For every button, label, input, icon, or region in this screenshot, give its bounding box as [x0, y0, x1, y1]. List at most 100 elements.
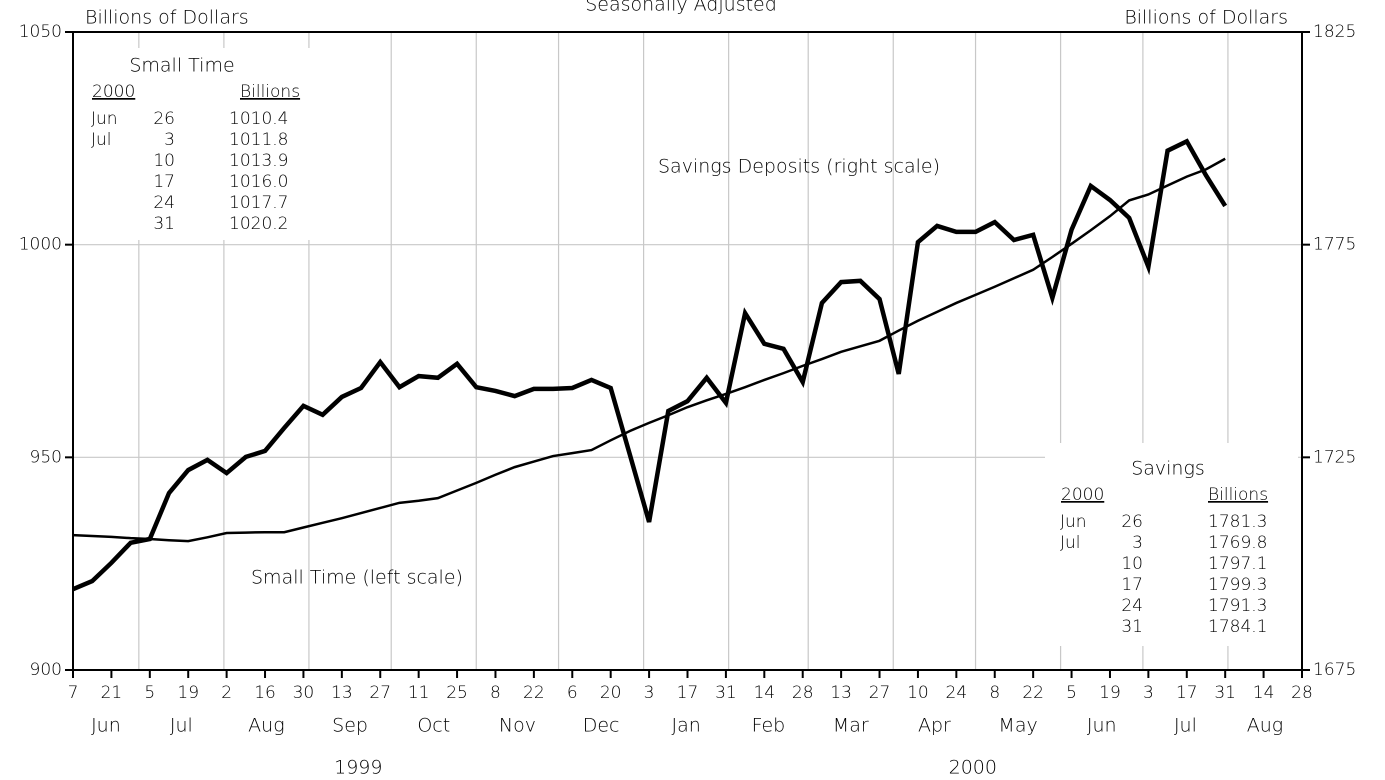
- x-tick-label: 7: [68, 683, 79, 703]
- inset-value: 1020.2: [229, 214, 288, 234]
- lines: [72, 138, 1228, 592]
- y2-tick-label: 1775: [1313, 235, 1356, 255]
- inset-title: Small Time: [129, 55, 234, 77]
- chart-title: Seasonally Adjusted: [585, 0, 777, 16]
- month-label: Dec: [583, 715, 620, 737]
- inset-month: Jul: [1060, 533, 1081, 553]
- inset-day: 10: [153, 151, 175, 171]
- month-label: Apr: [918, 715, 951, 737]
- x-tick-label: 30: [293, 683, 315, 703]
- inset-background: [85, 48, 330, 240]
- x-tick-label: 27: [869, 683, 891, 703]
- month-label: Oct: [417, 715, 450, 737]
- x-tick-label: 6: [567, 683, 578, 703]
- x-tick-label: 5: [1066, 683, 1077, 703]
- y2-tick-label: 1825: [1313, 22, 1356, 42]
- inset-value: 1010.4: [229, 109, 288, 129]
- x-tick-label: 17: [1176, 683, 1198, 703]
- x-tick-label: 28: [792, 683, 814, 703]
- series-line: [72, 138, 1228, 592]
- year-label: 1999: [334, 757, 382, 779]
- x-tick-label: 14: [1253, 683, 1275, 703]
- month-label: Nov: [499, 715, 536, 737]
- inset-header: Billions: [1208, 485, 1268, 505]
- month-label: Aug: [1247, 715, 1283, 737]
- y2-axis-label: Billions of Dollars: [1124, 7, 1288, 29]
- x-tick-label: 13: [830, 683, 852, 703]
- month-label: May: [998, 715, 1037, 737]
- inset-month: Jun: [1060, 512, 1087, 532]
- inset-background: [1045, 443, 1298, 646]
- y2-tick-label: 1675: [1313, 660, 1356, 680]
- x-tick-label: 21: [101, 683, 123, 703]
- month-label: Jan: [671, 715, 700, 737]
- inset-value: 1781.3: [1208, 512, 1267, 532]
- inset-day: 26: [1121, 512, 1143, 532]
- inset-day: 26: [153, 109, 175, 129]
- inset-header: 2000: [1061, 485, 1104, 505]
- x-tick-label: 28: [1291, 683, 1313, 703]
- y-tick-label: 1000: [19, 235, 62, 255]
- x-tick-label: 27: [369, 683, 391, 703]
- month-label: Jun: [91, 715, 121, 737]
- x-tick-label: 31: [715, 683, 737, 703]
- inset-value: 1013.9: [229, 151, 288, 171]
- inset-value: 1017.7: [229, 193, 288, 213]
- y-tick-label: 950: [30, 447, 62, 467]
- inset-value: 1791.3: [1208, 596, 1267, 616]
- x-tick-label: 10: [907, 683, 929, 703]
- x-tick-label: 20: [600, 683, 622, 703]
- inset-title: Savings: [1131, 458, 1205, 480]
- x-tick-label: 13: [331, 683, 353, 703]
- inset-header: Billions: [240, 82, 300, 102]
- axes: Jun Jul Aug Sep Oct Nov Dec Jan Feb Mar Apr May Jun J…: [19, 22, 1357, 779]
- inset-day: 24: [153, 193, 175, 213]
- x-tick-label: 17: [677, 683, 699, 703]
- inset-day: 3: [164, 130, 175, 150]
- y-tick-label: 1050: [19, 22, 62, 42]
- x-tick-label: 22: [523, 683, 545, 703]
- x-tick-label: 19: [1099, 683, 1121, 703]
- year-label: 2000: [949, 757, 997, 779]
- y-tick-label: 900: [30, 660, 62, 680]
- inset-value: 1016.0: [229, 172, 288, 192]
- month-label: Jul: [1174, 715, 1197, 737]
- x-tick-label: 5: [144, 683, 155, 703]
- inset-day: 3: [1132, 533, 1143, 553]
- plot-frame: [72, 31, 1303, 671]
- series-label: Small Time (left scale): [251, 567, 463, 589]
- x-tick-label: 19: [177, 683, 199, 703]
- inset-day: 31: [153, 214, 175, 234]
- x-tick-label: 14: [753, 683, 775, 703]
- x-tick-label: 3: [644, 683, 655, 703]
- inset-value: 1784.1: [1208, 617, 1267, 637]
- y-axis-label: Billions of Dollars: [85, 7, 249, 29]
- inset-day: 24: [1121, 596, 1143, 616]
- x-tick-label: 8: [989, 683, 1000, 703]
- inset-day: 10: [1121, 554, 1143, 574]
- y2-tick-label: 1725: [1313, 447, 1356, 467]
- month-label: Jul: [170, 715, 193, 737]
- x-tick-label: 16: [254, 683, 276, 703]
- month-label: Sep: [332, 715, 368, 737]
- inset-value: 1797.1: [1208, 554, 1267, 574]
- series-line: [72, 157, 1226, 543]
- inset-day: 17: [1121, 575, 1143, 595]
- x-tick-label: 8: [490, 683, 501, 703]
- inset-value: 1011.8: [229, 130, 288, 150]
- x-tick-label: 31: [1214, 683, 1236, 703]
- inset-value: 1799.3: [1208, 575, 1267, 595]
- month-label: Mar: [833, 715, 869, 737]
- x-tick-label: 25: [446, 683, 468, 703]
- month-label: Feb: [752, 715, 786, 737]
- inset-month: Jul: [91, 130, 112, 150]
- inset-day: 31: [1121, 617, 1143, 637]
- x-tick-label: 3: [1143, 683, 1154, 703]
- x-tick-label: 11: [408, 683, 430, 703]
- series-label: Savings Deposits (right scale): [658, 156, 940, 178]
- inset-value: 1769.8: [1208, 533, 1267, 553]
- inset-month: Jun: [91, 109, 118, 129]
- inset-day: 17: [153, 172, 175, 192]
